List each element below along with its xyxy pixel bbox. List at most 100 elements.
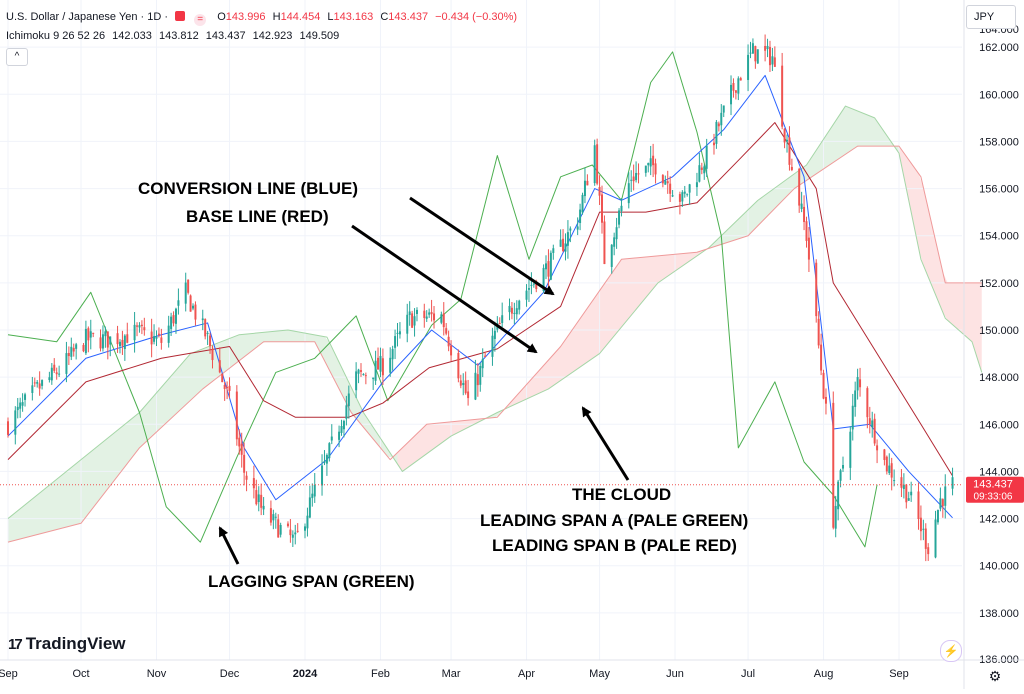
candle-body (291, 534, 294, 538)
annotation-lagging-span: LAGGING SPAN (GREEN) (208, 572, 415, 591)
close-label: C (380, 11, 389, 23)
annotation-span-a: LEADING SPAN A (PALE GREEN) (480, 511, 749, 530)
candle-body (445, 328, 448, 334)
candle-body (425, 316, 428, 319)
candle-body (771, 56, 774, 65)
currency-button[interactable]: JPY (966, 5, 1016, 29)
y-tick-label: 150.000 (979, 325, 1019, 337)
candle-body (323, 461, 326, 463)
candle-body (19, 402, 22, 409)
candle-body (138, 325, 141, 328)
annotation-conversion-line: CONVERSION LINE (BLUE) (138, 179, 359, 198)
candle-body (664, 180, 667, 185)
candle-body (118, 341, 121, 347)
candle-body (866, 388, 869, 418)
candle-body (55, 372, 58, 375)
candle-body (510, 307, 513, 314)
candle-body (89, 331, 92, 338)
symbol-title[interactable]: U.S. Dollar / Japanese Yen · 1D · (6, 11, 169, 23)
candle-body (433, 313, 436, 321)
candle-body (38, 383, 41, 389)
candle-body (669, 183, 672, 194)
candle-body (635, 172, 638, 181)
candle-body (99, 337, 102, 349)
candle-body (781, 65, 784, 127)
candle-body (364, 375, 367, 377)
candle-body (189, 295, 192, 312)
candle-body (803, 206, 806, 223)
candle-body (798, 168, 801, 206)
chevron-up-icon: ^ (14, 51, 20, 62)
candle-body (583, 180, 586, 197)
candle-body (342, 420, 345, 430)
candle-body (900, 477, 903, 488)
candle-body (447, 336, 450, 347)
indicator-legend[interactable]: Ichimoku 9 26 52 26 142.033 143.812 143.… (6, 28, 343, 44)
candle-body (739, 78, 742, 81)
candle-body (82, 344, 85, 352)
candle-body (936, 510, 939, 523)
candle-body (255, 490, 258, 505)
candle-body (136, 325, 139, 327)
candle-body (756, 49, 759, 64)
candle-body (206, 332, 209, 334)
candle-body (842, 465, 845, 469)
tradingview-logo[interactable]: 17 TradingView (8, 634, 126, 654)
candle-body (922, 528, 925, 530)
high-label: H (272, 11, 281, 23)
candle-body (919, 517, 922, 532)
x-tick-label: Nov (147, 668, 167, 680)
candle-body (14, 410, 17, 435)
candle-body (423, 310, 426, 318)
candle-body (576, 226, 579, 230)
candle-body (491, 335, 494, 357)
candle-body (126, 334, 129, 343)
x-tick-label: Jun (666, 668, 684, 680)
candle-body (413, 316, 416, 326)
candle-body (24, 394, 27, 400)
candle-body (459, 380, 462, 386)
candle-body (734, 90, 737, 93)
equal-icon[interactable]: = (194, 14, 207, 26)
candle-body (116, 333, 119, 345)
price-tag-value: 143.437 (973, 479, 1013, 491)
candle-body (849, 431, 852, 468)
price-tag-countdown: 09:33:06 (974, 492, 1013, 503)
candle-body (325, 454, 328, 464)
candle-body (440, 314, 443, 323)
candle-body (593, 145, 596, 184)
candle-body (644, 165, 647, 173)
candle-body (174, 308, 177, 324)
candle-body (566, 232, 569, 246)
candle-body (474, 372, 477, 400)
indicator-name[interactable]: Ichimoku 9 26 52 26 (6, 30, 106, 42)
candle-body (87, 328, 90, 341)
candle-body (398, 331, 401, 335)
gear-icon[interactable]: ⚙ (988, 668, 1002, 684)
candle-body (462, 383, 465, 386)
collapse-legend-button[interactable]: ^ (6, 48, 28, 66)
candle-body (357, 369, 360, 374)
cloud-bearish (504, 247, 710, 410)
candle-body (31, 385, 34, 393)
candle-body (240, 443, 243, 455)
candle-body (464, 380, 467, 394)
lightning-button[interactable]: ⚡ (940, 640, 962, 662)
candle-body (705, 145, 708, 169)
candle-body (868, 418, 871, 425)
candle-body (272, 514, 275, 521)
candle-body (53, 364, 56, 371)
candle-body (654, 163, 657, 175)
candle-body (498, 322, 501, 325)
candle-body (722, 105, 725, 113)
candle-body (837, 481, 840, 510)
candle-body (394, 336, 397, 348)
candle-body (944, 486, 947, 506)
candle-body (389, 357, 392, 373)
candle-body (269, 508, 272, 523)
candle-body (618, 210, 621, 225)
candle-body (917, 491, 920, 519)
candle-body (786, 139, 789, 142)
